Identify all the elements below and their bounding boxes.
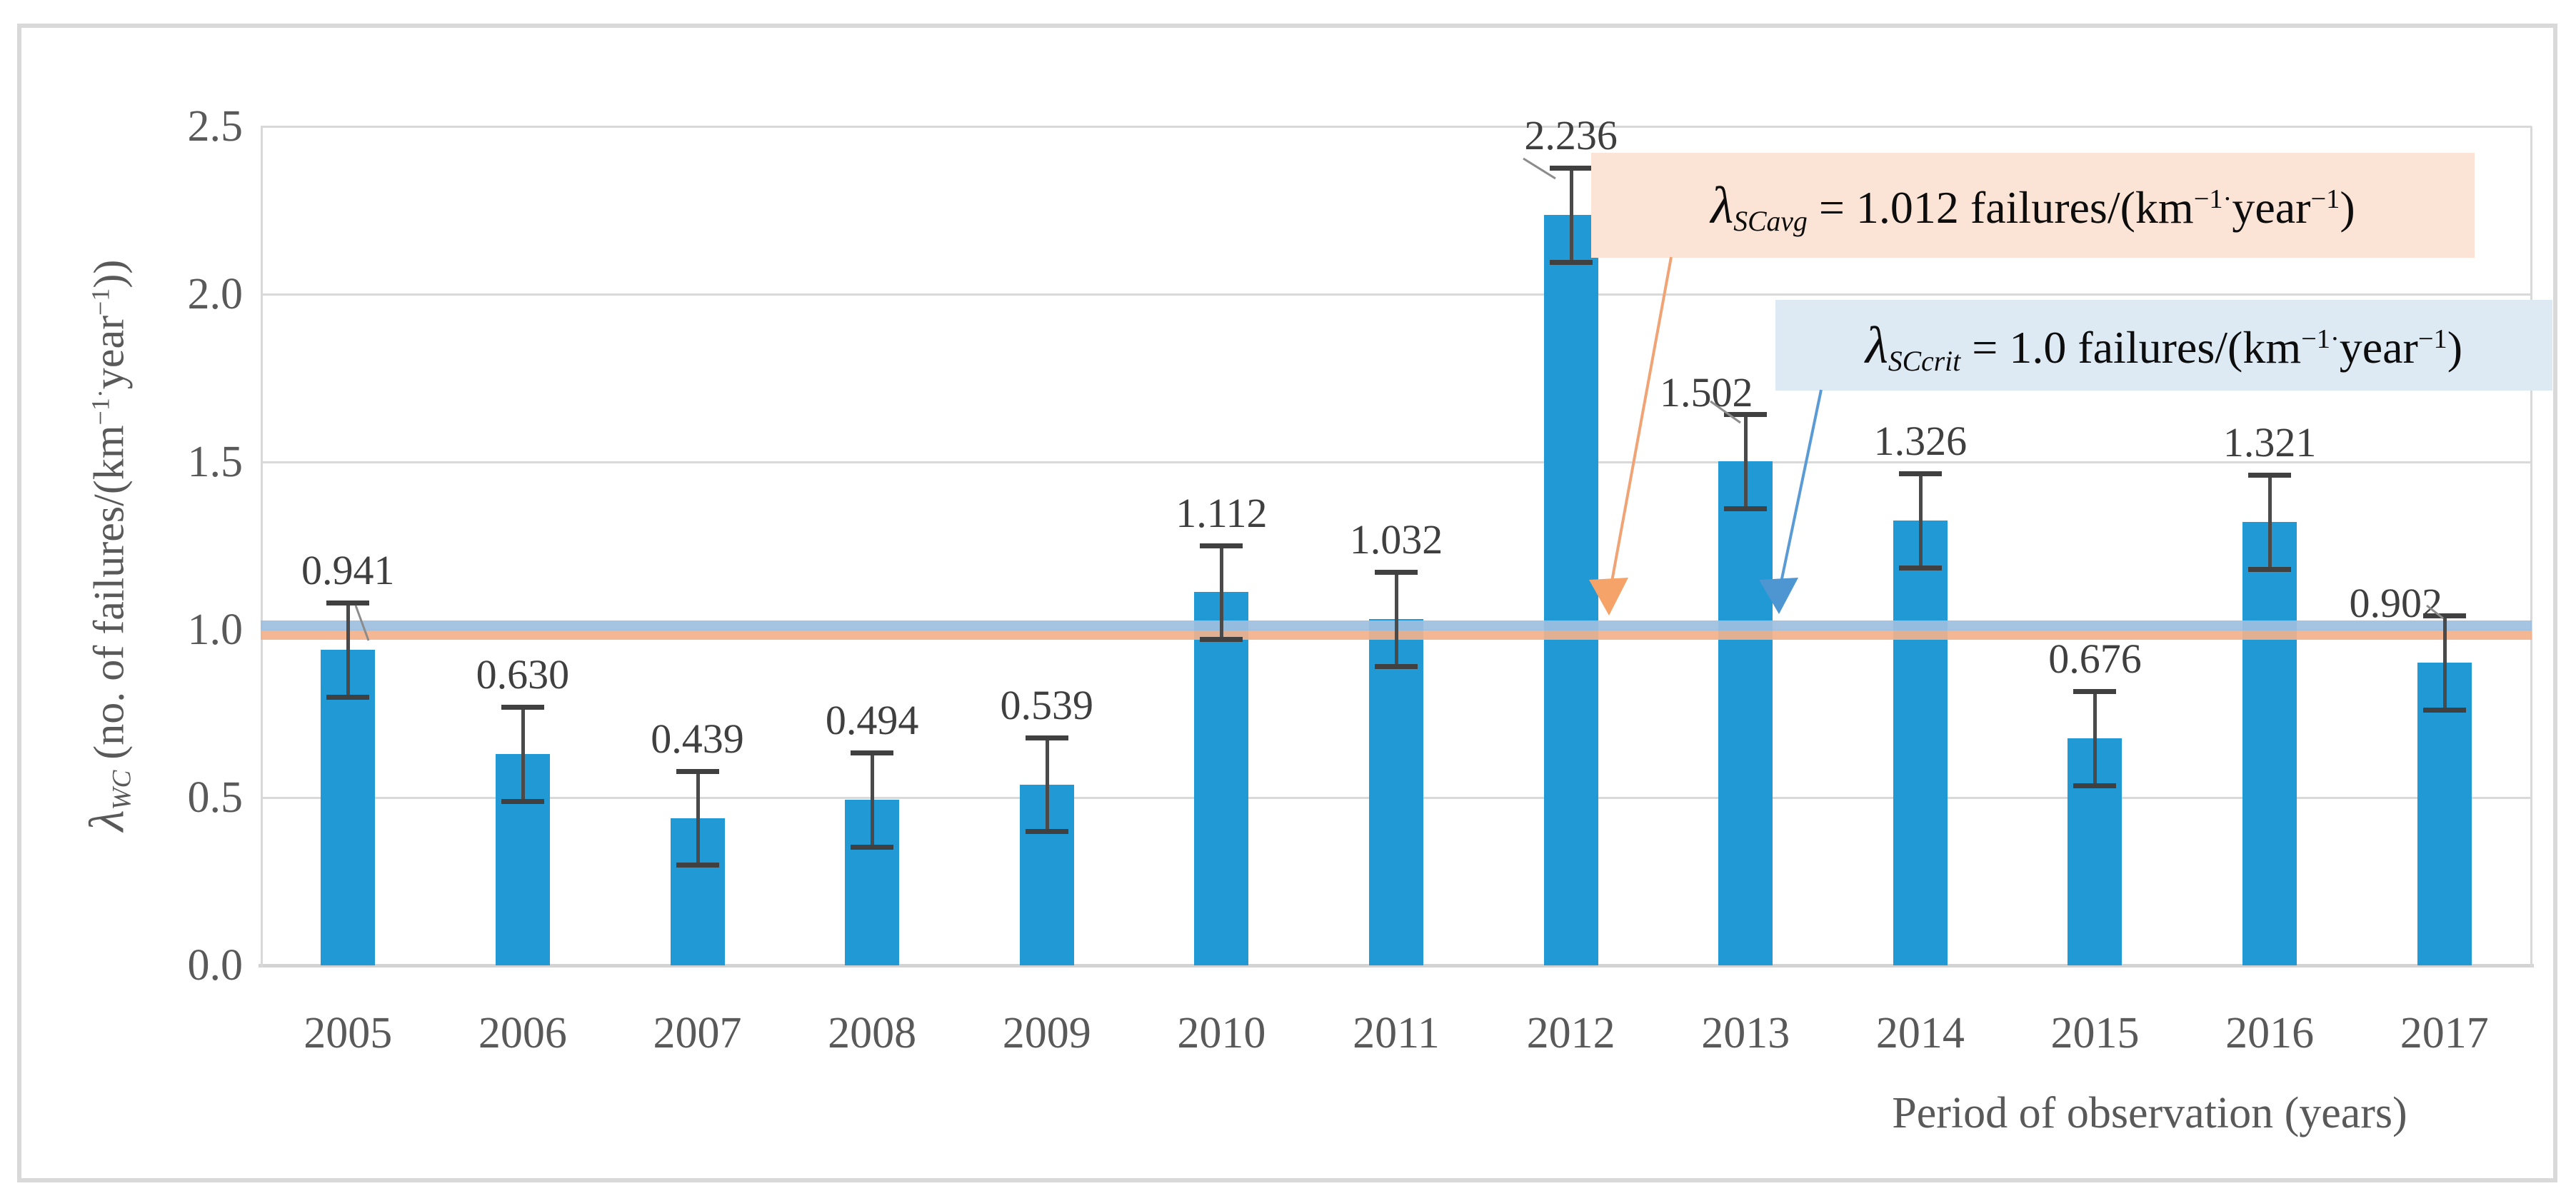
y-tick-label: 1.0 [187, 605, 244, 654]
bar-value-label: 0.494 [825, 697, 919, 744]
bar-value-label: 1.032 [1349, 516, 1443, 563]
y-axis-title-text: λWC (no. of failures/(km−1·year−1)) [79, 259, 137, 832]
error-bar-top-cap [676, 768, 719, 774]
error-bar-top-cap [2422, 613, 2466, 619]
error-bar-bottom-cap [1025, 829, 1068, 835]
error-bar-bottom-cap [2248, 566, 2292, 572]
bar [2242, 522, 2297, 965]
gridline [261, 293, 2532, 296]
lambda-symbol: λ [1710, 176, 1734, 234]
annotation-sc-crit: λSCcrit = 1.0 failures/(km−1·year−1) [1775, 300, 2552, 391]
error-bar [1918, 473, 1923, 568]
annotation-sc-avg: λSCavg = 1.012 failures/(km−1·year−1) [1591, 153, 2475, 258]
annotation-sc-avg-text: λSCavg = 1.012 failures/(km−1·year−1) [1710, 176, 2355, 238]
plot-left-border [261, 126, 263, 968]
gridline [261, 126, 2532, 128]
x-axis-title: Period of observation (years) [1892, 1089, 2407, 1137]
gridline [261, 461, 2532, 463]
error-bar-bottom-cap [326, 694, 370, 700]
annotation-sc-crit-text: λSCcrit = 1.0 failures/(km−1·year−1) [1865, 316, 2463, 378]
error-bar-bottom-cap [1200, 637, 1243, 643]
x-tick-label: 2006 [478, 1009, 567, 1057]
error-bar-bottom-cap [501, 798, 544, 804]
bar [1718, 461, 1773, 965]
error-bar [1744, 414, 1748, 508]
y-tick-label: 2.5 [187, 102, 244, 151]
error-bar [2442, 615, 2447, 710]
error-bar [521, 707, 525, 801]
bar-value-label: 1.321 [2222, 419, 2317, 466]
error-bar-top-cap [326, 600, 370, 605]
error-bar [696, 770, 700, 865]
error-bar-bottom-cap [1549, 259, 1593, 265]
bar [1543, 215, 1598, 965]
x-axis-line [259, 964, 2534, 968]
error-bar-bottom-cap [1898, 565, 1942, 571]
y-tick-label: 0.5 [187, 773, 244, 822]
x-tick-label: 2016 [2225, 1009, 2315, 1057]
error-bar-bottom-cap [2073, 783, 2117, 789]
x-tick-label: 2014 [1875, 1009, 1965, 1057]
bar-value-label: 0.630 [476, 651, 570, 698]
error-bar-bottom-cap [676, 863, 719, 868]
bar-value-label: 0.941 [301, 546, 395, 593]
x-tick-label: 2008 [828, 1009, 917, 1057]
bar-value-label: 2.236 [1524, 112, 1618, 159]
x-tick-label: 2009 [1002, 1009, 1091, 1057]
lambda-symbol: λ [79, 810, 134, 832]
error-bar [2268, 475, 2272, 569]
bar [1893, 520, 1948, 965]
x-tick-label: 2017 [2400, 1009, 2489, 1057]
x-tick-label: 2011 [1353, 1009, 1440, 1057]
bar [321, 649, 376, 965]
error-bar-top-cap [2248, 473, 2292, 478]
error-bar [2093, 691, 2098, 786]
bar-value-label: 0.676 [2048, 635, 2142, 683]
bar [1369, 618, 1423, 965]
error-bar-bottom-cap [851, 844, 894, 850]
bar-value-label: 1.112 [1176, 489, 1268, 536]
bar [1194, 592, 1249, 965]
error-bar [346, 602, 351, 697]
x-tick-label: 2007 [653, 1009, 742, 1057]
bar-value-label: 0.539 [1000, 681, 1094, 728]
error-bar-top-cap [2073, 689, 2117, 695]
error-bar-top-cap [1200, 543, 1243, 548]
error-bar [1569, 168, 1573, 262]
x-tick-label: 2010 [1177, 1009, 1266, 1057]
bar-value-label: 1.326 [1873, 417, 1968, 464]
error-bar-top-cap [1025, 735, 1068, 740]
bar [2417, 663, 2472, 965]
error-bar-top-cap [1375, 570, 1418, 576]
x-tick-label: 2005 [304, 1009, 393, 1057]
error-bar-top-cap [1724, 412, 1768, 418]
y-tick-label: 0.0 [187, 941, 244, 990]
error-bar [1220, 545, 1224, 640]
error-bar [1395, 572, 1398, 666]
x-tick-label: 2013 [1701, 1009, 1790, 1057]
plot-right-border [2530, 126, 2532, 968]
error-bar-bottom-cap [2422, 707, 2466, 713]
y-axis-title: λWC (no. of failures/(km−1·year−1)) [77, 126, 137, 965]
y-tick-label: 2.0 [187, 270, 244, 318]
x-tick-label: 2015 [2050, 1009, 2140, 1057]
x-tick-label: 2012 [1526, 1009, 1615, 1057]
error-bar-bottom-cap [1724, 506, 1768, 511]
y-tick-label: 1.5 [187, 438, 244, 486]
error-bar-bottom-cap [1375, 663, 1418, 669]
bar-value-label: 0.439 [651, 715, 744, 762]
bar-value-label: 0.902 [2349, 580, 2442, 627]
lambda-symbol: λ [1865, 316, 1888, 374]
error-bar-top-cap [851, 750, 894, 756]
error-bar-top-cap [1898, 471, 1942, 476]
error-bar-top-cap [1549, 166, 1593, 171]
error-bar [871, 753, 875, 847]
error-bar-top-cap [501, 705, 544, 710]
error-bar [1045, 737, 1049, 832]
